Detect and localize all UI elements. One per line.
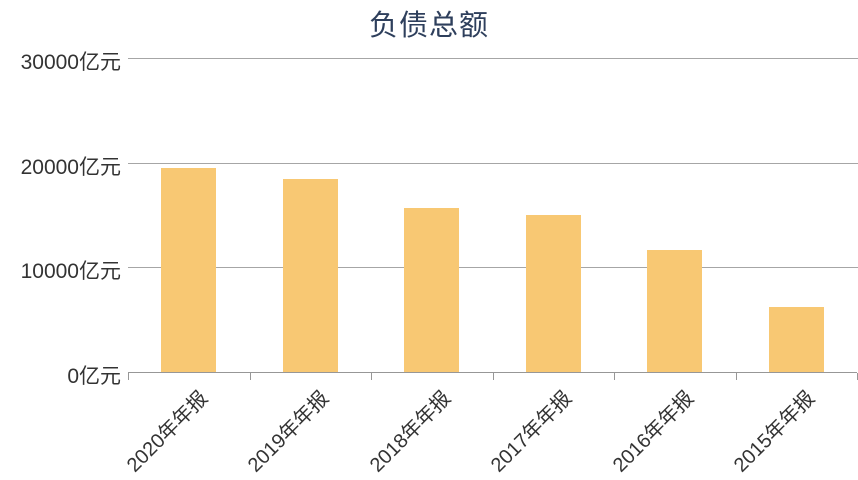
gridline — [128, 163, 858, 164]
x-axis-tick — [371, 373, 372, 380]
x-axis-label: 2018年年报 — [365, 387, 455, 477]
y-axis-label: 10000亿元 — [20, 260, 121, 283]
bar[interactable] — [647, 250, 702, 372]
x-axis-tick — [128, 373, 129, 380]
x-axis-label: 2016年年报 — [608, 387, 698, 477]
x-axis-tick — [250, 373, 251, 380]
x-axis-tick — [614, 373, 615, 380]
chart-title: 负债总额 — [368, 10, 489, 42]
y-axis-label: 0亿元 — [67, 365, 121, 388]
bar[interactable] — [404, 208, 459, 372]
bar[interactable] — [161, 168, 216, 372]
x-axis-tick — [736, 373, 737, 380]
bar[interactable] — [769, 307, 824, 372]
x-axis-label: 2015年年报 — [729, 387, 819, 477]
bar[interactable] — [526, 215, 581, 372]
gridline — [128, 267, 858, 268]
gridline — [128, 58, 858, 59]
bar[interactable] — [283, 179, 338, 372]
x-axis-label: 2020年年报 — [122, 387, 212, 477]
x-axis-label: 2019年年报 — [243, 387, 333, 477]
x-axis-tick — [493, 373, 494, 380]
y-axis-label: 20000亿元 — [20, 156, 121, 179]
y-axis-label: 30000亿元 — [20, 51, 121, 74]
x-axis-label: 2017年年报 — [486, 387, 576, 477]
x-axis-line — [128, 372, 857, 373]
